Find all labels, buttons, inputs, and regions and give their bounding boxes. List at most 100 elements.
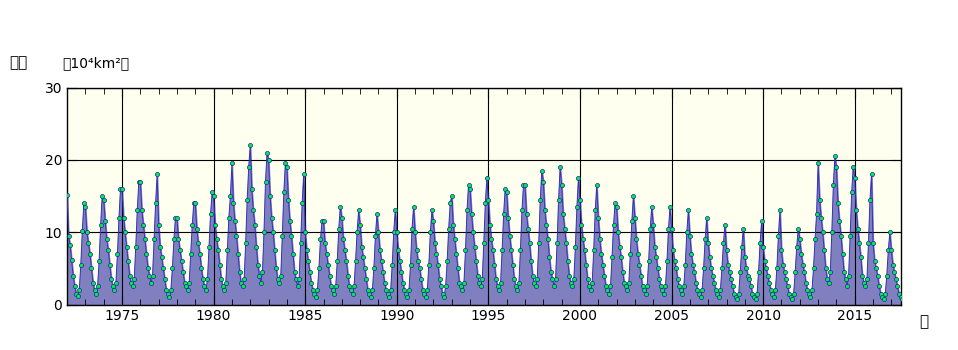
Point: [481, 197, 496, 202]
Point: [733, 269, 748, 275]
Point: [508, 284, 523, 289]
Point: [786, 291, 801, 296]
Point: [644, 204, 659, 210]
Point: [557, 226, 572, 231]
Point: [489, 276, 504, 282]
Point: [842, 233, 857, 239]
Point: [821, 280, 836, 286]
Point: [576, 237, 591, 242]
Point: [579, 262, 594, 267]
Point: [505, 262, 520, 267]
Point: [636, 287, 651, 293]
Point: [810, 161, 826, 166]
Point: [290, 284, 306, 289]
Point: [620, 287, 635, 293]
Point: [623, 251, 638, 257]
Point: [435, 291, 450, 296]
Point: [672, 284, 687, 289]
Point: [224, 161, 240, 166]
Point: [647, 244, 662, 250]
Point: [556, 211, 571, 217]
Point: [307, 291, 322, 296]
Point: [328, 284, 343, 289]
Point: [741, 276, 757, 282]
Point: [741, 273, 756, 278]
Point: [711, 294, 726, 300]
Point: [255, 269, 270, 275]
Point: [782, 291, 797, 296]
Point: [849, 208, 864, 213]
Point: [500, 215, 515, 220]
Point: [527, 280, 542, 286]
Point: [285, 251, 301, 257]
Point: [903, 284, 919, 289]
Point: [191, 240, 206, 246]
Point: [641, 258, 656, 264]
Point: [895, 296, 910, 301]
Point: [273, 273, 288, 278]
Point: [664, 226, 679, 231]
Point: [294, 201, 309, 206]
Point: [684, 251, 699, 257]
Point: [90, 284, 105, 289]
Point: [609, 204, 625, 210]
Point: [279, 164, 294, 170]
Point: [357, 266, 373, 271]
Point: [221, 215, 237, 220]
Point: [203, 211, 218, 217]
Point: [471, 280, 487, 286]
Point: [229, 233, 244, 239]
Point: [69, 291, 84, 296]
Point: [566, 276, 582, 282]
Point: [656, 291, 672, 296]
Point: [397, 287, 412, 293]
Point: [494, 247, 510, 253]
Point: [867, 258, 882, 264]
Point: [194, 266, 209, 271]
Point: [342, 284, 357, 289]
Point: [725, 284, 741, 289]
Point: [574, 222, 589, 228]
Point: [452, 280, 468, 286]
Point: [600, 287, 615, 293]
Point: [571, 175, 586, 181]
Point: [339, 258, 354, 264]
Point: [281, 197, 296, 202]
Point: [257, 229, 272, 235]
Point: [630, 251, 646, 257]
Point: [720, 262, 736, 267]
Point: [443, 201, 458, 206]
Point: [728, 294, 743, 300]
Point: [734, 244, 749, 250]
Point: [775, 262, 790, 267]
Point: [148, 201, 163, 206]
Point: [247, 222, 262, 228]
Point: [245, 208, 261, 213]
Point: [162, 294, 177, 300]
Point: [731, 291, 746, 296]
Point: [433, 284, 448, 289]
Point: [602, 291, 617, 296]
Point: [204, 190, 219, 195]
Point: [384, 262, 399, 267]
Point: [743, 284, 759, 289]
Point: [429, 251, 445, 257]
Point: [790, 226, 806, 231]
Text: 面積: 面積: [10, 55, 28, 70]
Point: [870, 273, 885, 278]
Point: [369, 211, 384, 217]
Point: [64, 258, 80, 263]
Point: [67, 284, 82, 289]
Point: [152, 244, 168, 250]
Point: [391, 247, 406, 253]
Point: [264, 215, 280, 220]
Point: [522, 240, 537, 246]
Point: [767, 287, 783, 293]
Point: [183, 251, 198, 257]
Point: [366, 266, 381, 271]
Point: [519, 211, 535, 217]
Point: [145, 273, 160, 278]
Point: [862, 197, 878, 202]
Point: [95, 193, 110, 199]
Point: [284, 233, 299, 239]
